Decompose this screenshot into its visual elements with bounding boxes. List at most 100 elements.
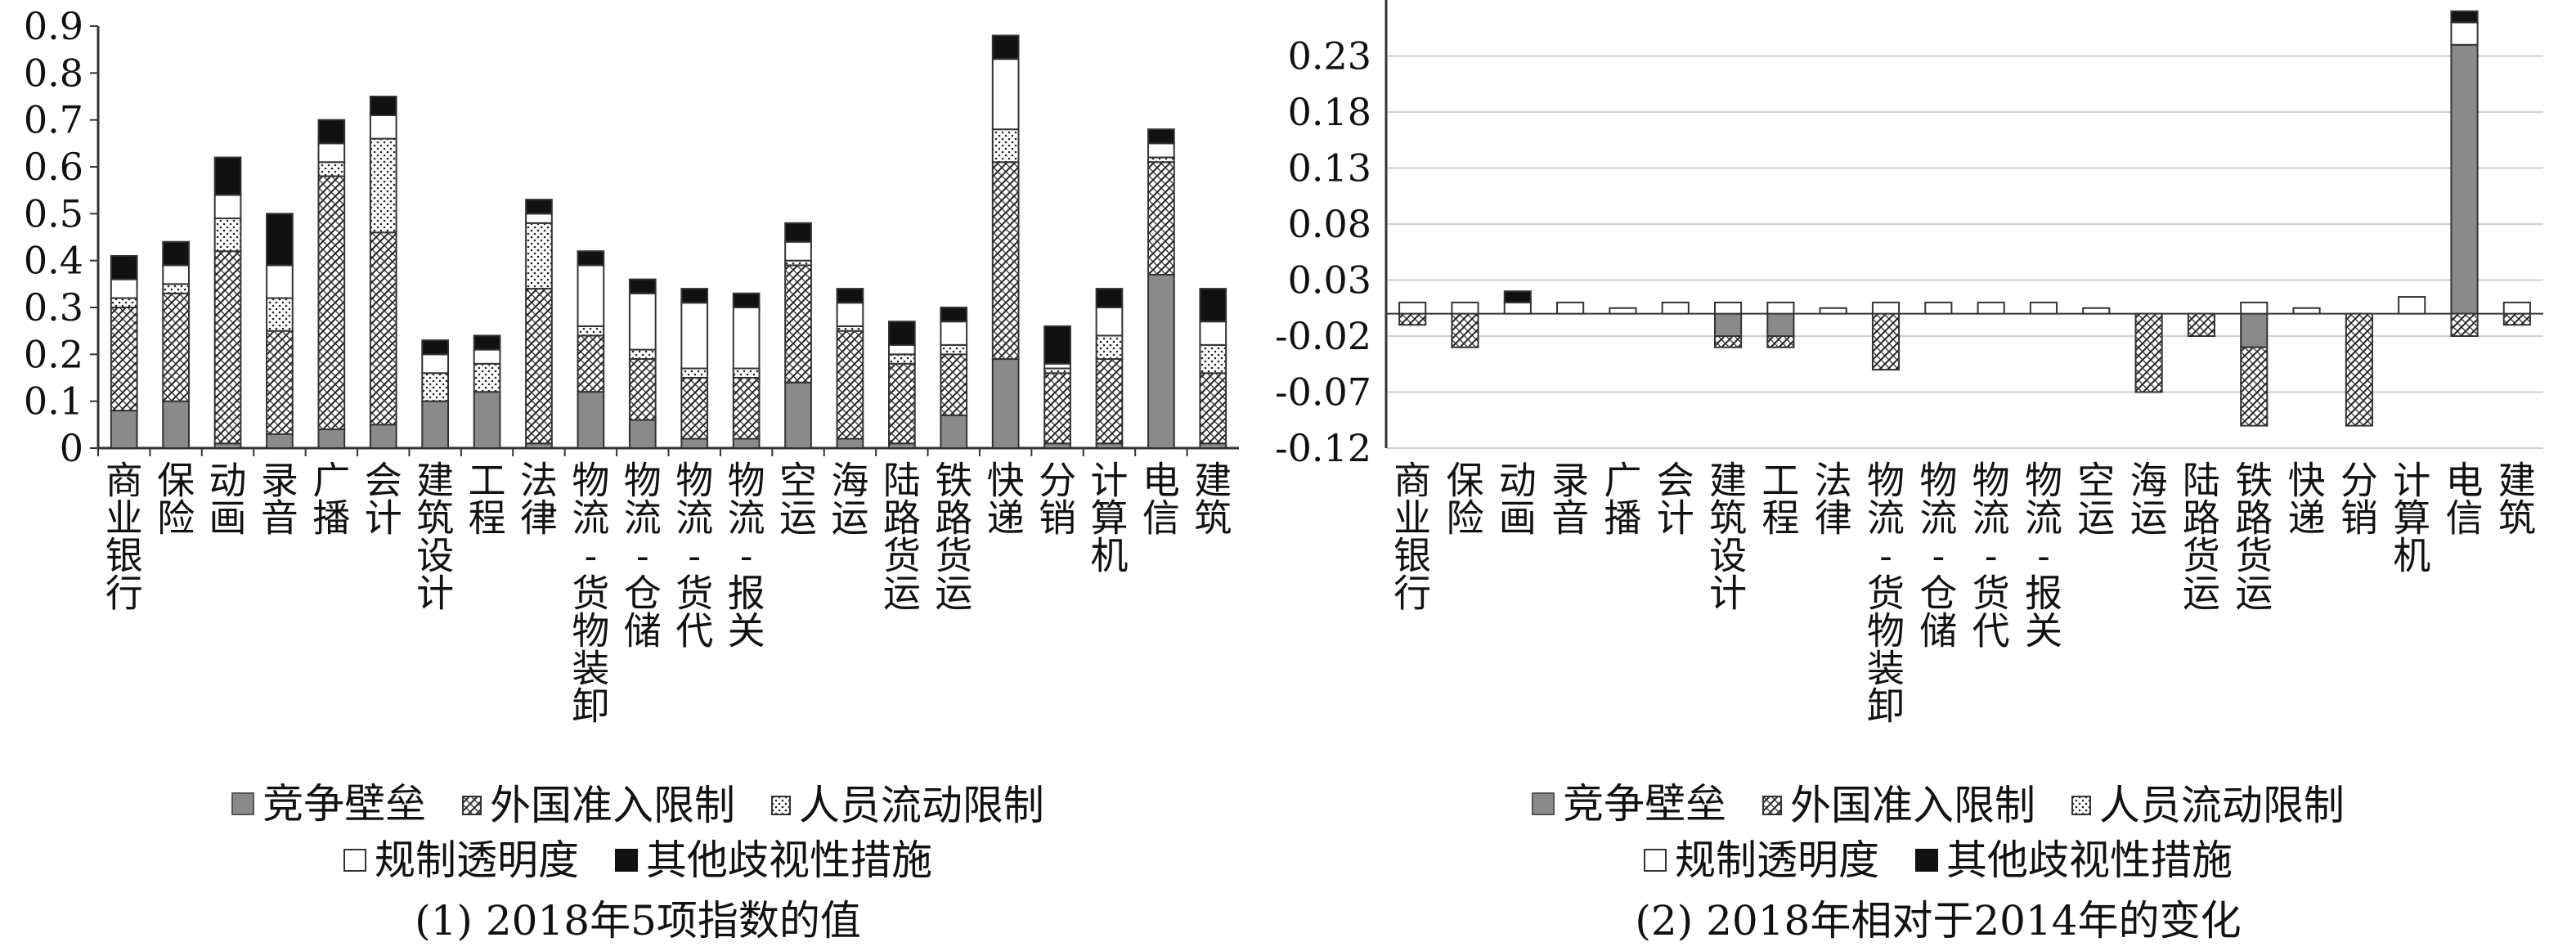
bar-segment-transparency (1609, 307, 1637, 315)
bar-segment-transparency (110, 278, 138, 299)
bar-segment-foreign (110, 307, 138, 412)
legend-swatch (2071, 796, 2091, 815)
x-tick-label: 建筑 (1194, 458, 1232, 540)
bar-segment-people (577, 325, 605, 337)
bar-segment-competition (1766, 312, 1795, 338)
bar-segment-foreign (680, 377, 709, 440)
bar-segment-foreign (2134, 312, 2163, 393)
bar-segment-competition (421, 400, 450, 449)
y-tick-label: 0.23 (1288, 34, 1371, 79)
legend-swatch (462, 796, 482, 815)
x-tick-label: 保险 (1446, 458, 1483, 540)
bar-segment-transparency (1924, 301, 1953, 315)
x-tick-label: 录音 (1551, 458, 1589, 540)
x-tick-label: 法律 (1815, 458, 1852, 540)
bar-segment-people (317, 161, 346, 177)
bar-segment-foreign (266, 330, 294, 435)
bar-segment-people (1199, 343, 1227, 375)
x-tick-label: 法律 (520, 458, 558, 540)
legend-item-people: 人员流动限制 (2071, 779, 2345, 832)
legend-label: 人员流动限制 (798, 782, 1044, 829)
bar-segment-transparency (836, 302, 864, 327)
bar-segment-competition (991, 358, 1020, 450)
bar-segment-transparency (2450, 21, 2479, 46)
bar-segment-other (162, 240, 190, 267)
bar-segment-competition (317, 428, 346, 449)
bar-segment-transparency (732, 307, 761, 370)
legend-item-transparency: 规制透明度 (343, 834, 579, 886)
y-tick-label: 0.8 (24, 51, 83, 95)
bar-segment-competition (784, 381, 812, 450)
x-tick-label: 建筑 (2498, 458, 2536, 540)
y-tick-label: -0.02 (1275, 314, 1371, 358)
bar-segment-transparency (1556, 301, 1585, 315)
bar-segment-foreign (317, 175, 346, 431)
x-tick-label: 建筑设计 (1709, 458, 1747, 615)
bar-segment-foreign (1713, 335, 1743, 348)
x-tick-label: 物流-货代 (1972, 458, 2010, 653)
legend-label: 外国准入限制 (1790, 782, 2035, 829)
x-tick-label: 计算机 (1090, 458, 1128, 577)
bar-segment-people (110, 297, 138, 308)
bar-segment-transparency (2398, 296, 2426, 315)
bar-segment-foreign (1766, 335, 1795, 348)
bar-segment-transparency (577, 264, 605, 327)
bar-segment-other (421, 339, 450, 356)
y-tick-label: 0.5 (24, 191, 83, 236)
bar-segment-foreign (369, 231, 397, 426)
y-tick-label: 0.18 (1288, 90, 1371, 134)
bar-segment-transparency (1661, 301, 1690, 315)
y-tick-label: -0.07 (1275, 370, 1371, 415)
bar-segment-transparency (369, 114, 397, 140)
x-tick-label: 陆路货运 (883, 458, 921, 615)
chart-2-caption: (2) 2018年相对于2014年的变化 (1635, 897, 2242, 944)
bar-segment-competition (1147, 273, 1175, 449)
bar-segment-transparency (266, 264, 294, 299)
bar-segment-foreign (577, 334, 605, 393)
bar-segment-people (369, 137, 397, 234)
x-tick-label: 广播 (312, 458, 350, 540)
bar-segment-competition (836, 437, 864, 449)
bar-segment-foreign (1043, 372, 1071, 445)
x-tick-label: 物流-仓储 (1919, 458, 1957, 653)
legend-item-transparency: 规制透明度 (1644, 834, 1879, 886)
x-tick-label: 动画 (1499, 458, 1537, 540)
x-tick-label: 物流-报关 (728, 458, 765, 653)
chart-1: 00.10.20.30.40.50.60.70.80.9 商业银行保险动画录音广播… (24, 4, 1239, 728)
legend-swatch (231, 792, 255, 815)
y-tick-label: 0.4 (24, 239, 83, 283)
bar-segment-competition (940, 414, 968, 450)
bar-segment-other (680, 288, 709, 304)
bar-segment-other (940, 307, 968, 323)
legend-swatch (1914, 849, 1938, 872)
bar-segment-competition (473, 391, 501, 450)
bar-segment-transparency (2240, 301, 2269, 315)
bar-segment-transparency (680, 302, 709, 370)
x-tick-label: 分销 (2340, 458, 2378, 540)
bar-segment-people (266, 297, 294, 332)
bar-segment-foreign (836, 330, 864, 440)
bar-segment-competition (1713, 312, 1743, 338)
y-tick-label: 0.13 (1288, 146, 1371, 191)
bar-segment-people (680, 367, 709, 379)
bar-segment-transparency (421, 353, 450, 375)
bar-segment-foreign (162, 292, 190, 402)
y-tick-label: 0.1 (24, 379, 83, 424)
bar-segment-transparency (1398, 301, 1427, 315)
legend-label: 规制透明度 (375, 837, 580, 884)
bar-segment-transparency (2029, 301, 2058, 315)
x-tick-label: 物流-货代 (675, 458, 713, 653)
bar-segment-transparency (317, 142, 346, 164)
y-tick-label: 0.03 (1288, 258, 1371, 303)
bar-segment-transparency (1147, 142, 1175, 159)
bar-segment-foreign (1398, 312, 1427, 326)
bar-segment-people (213, 218, 242, 253)
bar-segment-transparency (1095, 307, 1124, 337)
bar-segment-competition (2240, 312, 2269, 348)
x-tick-label: 铁路货运 (2235, 458, 2273, 615)
bar-segment-foreign (2450, 312, 2479, 338)
bar-segment-foreign (1147, 161, 1175, 276)
bar-segment-other (784, 222, 812, 243)
bar-segment-foreign (1199, 372, 1227, 445)
